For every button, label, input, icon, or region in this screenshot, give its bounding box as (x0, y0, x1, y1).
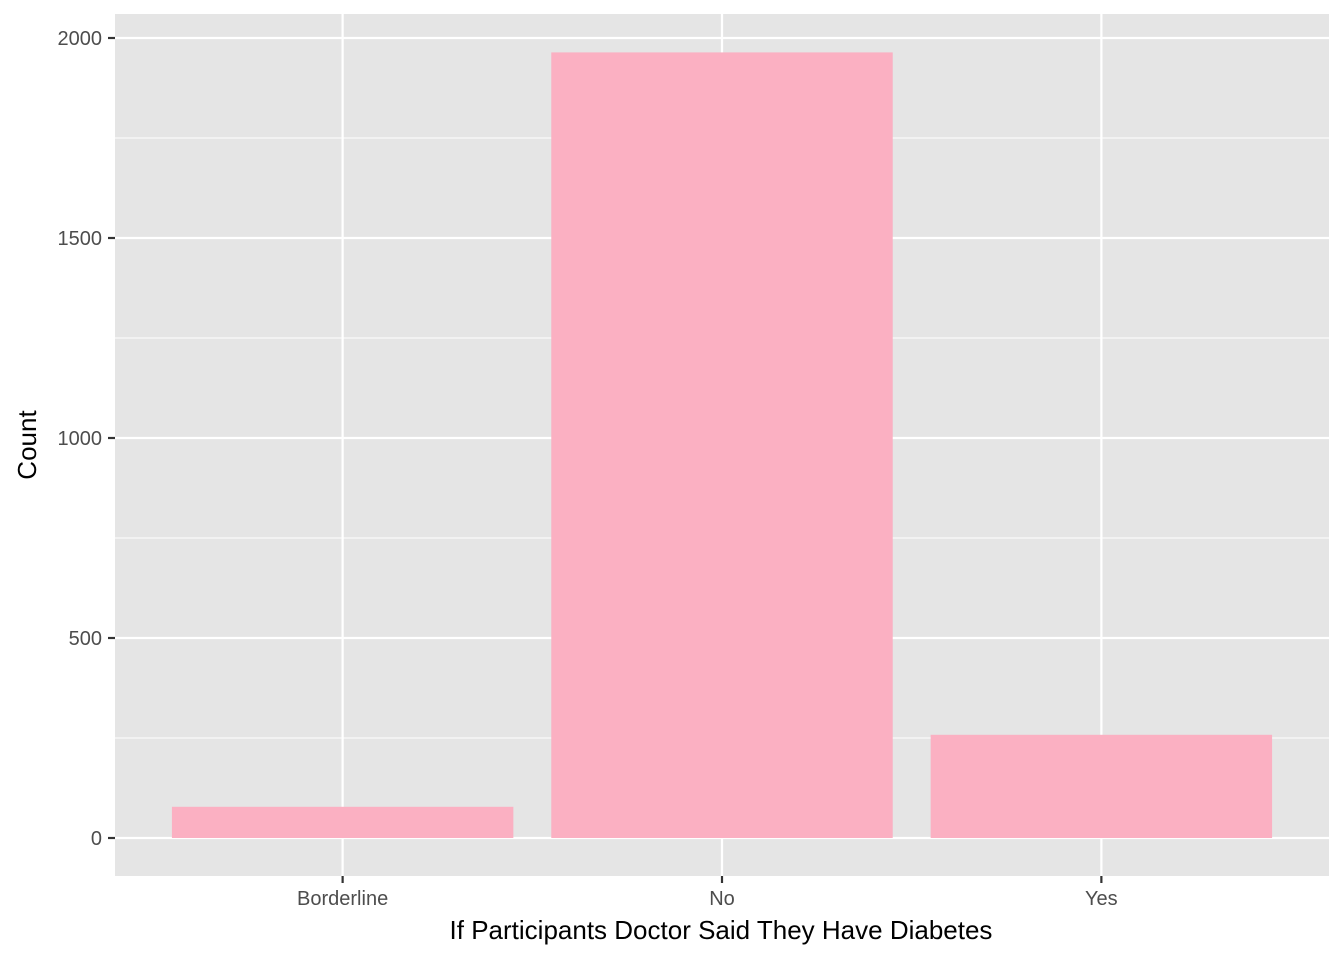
y-axis: 0 500 1000 1500 2000 (58, 28, 115, 850)
bar-borderline (171, 806, 514, 838)
y-tick-label: 2000 (58, 28, 103, 50)
y-tick-label: 500 (69, 628, 102, 650)
bars (171, 52, 1273, 838)
x-axis: Borderline No Yes (297, 876, 1118, 910)
x-axis-title: If Participants Doctor Said They Have Di… (450, 915, 993, 945)
x-tick-label: No (709, 888, 735, 910)
x-tick-label: Borderline (297, 888, 388, 910)
x-tick-label: Yes (1085, 888, 1118, 910)
y-tick-label: 0 (91, 828, 102, 850)
y-tick-label: 1500 (58, 228, 103, 250)
bar-yes (930, 734, 1273, 838)
bar-no (551, 52, 893, 838)
y-tick-label: 1000 (58, 428, 103, 450)
y-axis-title: Count (12, 410, 42, 480)
